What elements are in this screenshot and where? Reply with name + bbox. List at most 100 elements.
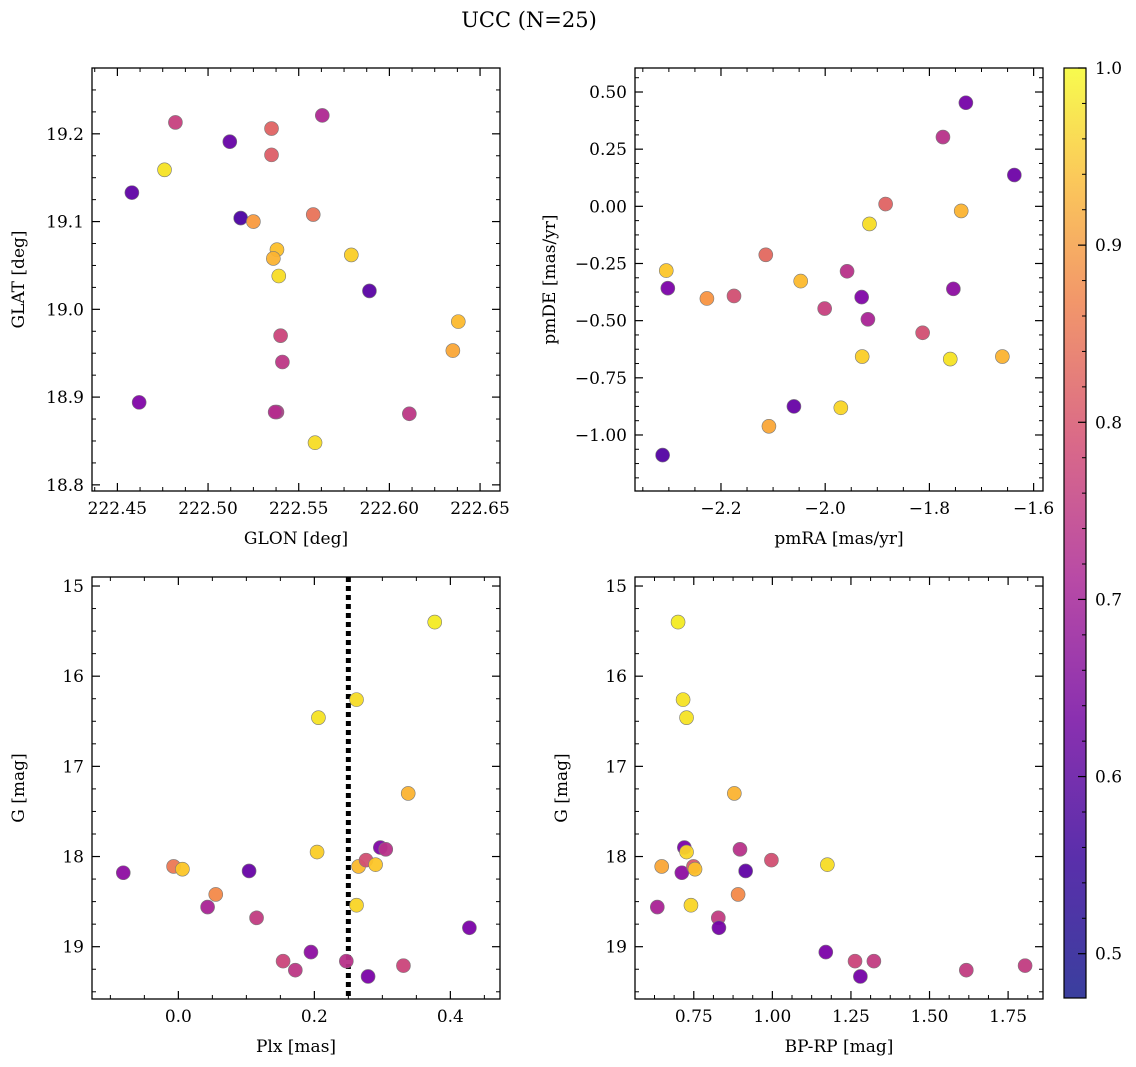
scatter-point bbox=[445, 343, 461, 358]
scatter-point bbox=[862, 216, 877, 232]
axes-frame bbox=[91, 67, 501, 492]
scatter-point bbox=[339, 953, 354, 969]
scatter-point bbox=[275, 354, 290, 370]
y-tick-label: 0.50 bbox=[589, 83, 627, 103]
panel-bprp-g: 0.75 1.00 1.25 1.50 1.75 15 16 17 18 19 BP-RP [mag… bbox=[552, 576, 1044, 1057]
x-tick-label: 0.2 bbox=[301, 1007, 328, 1027]
scatter-point bbox=[266, 251, 281, 266]
y-tick-label: 18 bbox=[605, 848, 627, 868]
x-tick-label: 222.50 bbox=[178, 499, 237, 519]
y-tick-label: 15 bbox=[62, 577, 84, 597]
scatter-point bbox=[360, 969, 376, 984]
scatter-point bbox=[271, 268, 287, 284]
scatter-point bbox=[427, 614, 443, 630]
scatter-point bbox=[233, 210, 248, 226]
y-axis-label: GLAT [deg] bbox=[9, 230, 29, 328]
colorbar-tick-label: 0.7 bbox=[1095, 590, 1122, 610]
x-tick-label: 222.60 bbox=[360, 499, 419, 519]
scatter-point bbox=[200, 899, 215, 915]
y-tick-label: 19.2 bbox=[46, 125, 84, 145]
x-tick-label: −1.8 bbox=[909, 499, 950, 519]
colorbar: 0.5 0.6 0.7 0.8 0.9 1.0 bbox=[1063, 59, 1122, 999]
y-tick-label: 17 bbox=[605, 757, 627, 777]
scatter-point bbox=[853, 969, 868, 984]
scatter-point bbox=[654, 859, 670, 874]
x-axis-label: GLON [deg] bbox=[244, 529, 348, 549]
y-tick-label: −0.25 bbox=[575, 254, 627, 274]
y-tick-label: 0.25 bbox=[589, 140, 627, 160]
scatter-point bbox=[958, 95, 974, 111]
x-tick-label: 222.55 bbox=[269, 499, 328, 519]
x-tick-label: 0.4 bbox=[437, 1007, 464, 1027]
y-tick-label: 19 bbox=[605, 938, 627, 958]
scatter-point bbox=[658, 263, 674, 278]
scatter-point bbox=[222, 134, 238, 150]
scatter-point bbox=[241, 863, 257, 879]
scatter-point bbox=[942, 351, 958, 367]
scatter-point bbox=[946, 281, 961, 297]
scatter-point bbox=[309, 844, 325, 860]
scatter-point bbox=[915, 325, 930, 341]
scatter-point bbox=[450, 314, 466, 329]
scatter-point bbox=[953, 203, 969, 219]
x-tick-label: 222.45 bbox=[88, 499, 147, 519]
axes-frame bbox=[91, 576, 501, 1000]
scatter-point bbox=[959, 962, 974, 978]
scatter-point bbox=[264, 147, 279, 163]
scatter-point bbox=[738, 863, 753, 879]
scatter-point bbox=[655, 447, 670, 463]
scatter-point bbox=[679, 844, 694, 860]
scatter-point bbox=[650, 899, 665, 915]
scatter-point bbox=[115, 865, 131, 881]
scatter-point bbox=[793, 273, 809, 289]
y-tick-label: 19.1 bbox=[46, 213, 84, 233]
scatter-point bbox=[758, 247, 774, 263]
scatter-point bbox=[683, 897, 699, 913]
scatter-point bbox=[264, 121, 279, 136]
scatter-point bbox=[303, 944, 319, 960]
panel-plx-g: 0.0 0.2 0.4 15 16 17 18 19 Plx [mas] G [mag] bbox=[9, 576, 501, 1057]
colorbar-tick-label: 1.0 bbox=[1095, 59, 1122, 79]
scatter-point bbox=[764, 852, 779, 868]
scatter-point bbox=[462, 920, 477, 936]
scatter-point bbox=[131, 395, 147, 410]
colorbar-tick-label: 0.8 bbox=[1095, 413, 1122, 433]
x-tick-label: 1.00 bbox=[753, 1007, 791, 1027]
scatter-point bbox=[246, 214, 261, 229]
scatter-point bbox=[660, 280, 676, 296]
scatter-point bbox=[1017, 958, 1033, 973]
scatter-point bbox=[311, 710, 326, 725]
scatter-point bbox=[730, 887, 746, 902]
scatter-point bbox=[833, 400, 849, 416]
figure-title: UCC (N=25) bbox=[461, 8, 597, 32]
x-axis-label: pmRA [mas/yr] bbox=[774, 529, 903, 549]
axes-frame bbox=[634, 67, 1044, 492]
scatter-point bbox=[307, 435, 323, 451]
scatter-point bbox=[124, 185, 140, 200]
panel-glon-glat: 222.45 222.50 222.55 222.60 222.65 18.8 18.9 19… bbox=[9, 67, 510, 549]
x-tick-label: −2.0 bbox=[805, 499, 846, 519]
x-tick-label: −1.6 bbox=[1013, 499, 1054, 519]
scatter-point bbox=[847, 953, 863, 969]
scatter-point bbox=[208, 887, 224, 902]
scatter-point bbox=[935, 129, 951, 145]
x-tick-label: 1.25 bbox=[832, 1007, 870, 1027]
y-tick-label: 19.0 bbox=[46, 300, 84, 320]
scatter-point bbox=[854, 349, 870, 364]
scatter-point bbox=[396, 958, 411, 973]
y-tick-label: 16 bbox=[62, 667, 84, 687]
colorbar-gradient bbox=[1063, 67, 1087, 999]
x-axis-label: Plx [mas] bbox=[256, 1037, 336, 1057]
scatter-point bbox=[305, 207, 321, 222]
x-tick-label: 1.50 bbox=[911, 1007, 949, 1027]
scatter-point bbox=[687, 861, 703, 877]
scatter-point bbox=[818, 944, 834, 960]
x-tick-label: 0.75 bbox=[675, 1007, 713, 1027]
scatter-point bbox=[249, 910, 264, 926]
x-axis-label: BP-RP [mag] bbox=[785, 1037, 894, 1057]
scatter-point bbox=[860, 311, 876, 327]
y-tick-label: 18 bbox=[62, 848, 84, 868]
axes-frame bbox=[634, 576, 1044, 1000]
x-tick-label: 222.65 bbox=[450, 499, 509, 519]
scatter-point bbox=[820, 857, 835, 872]
